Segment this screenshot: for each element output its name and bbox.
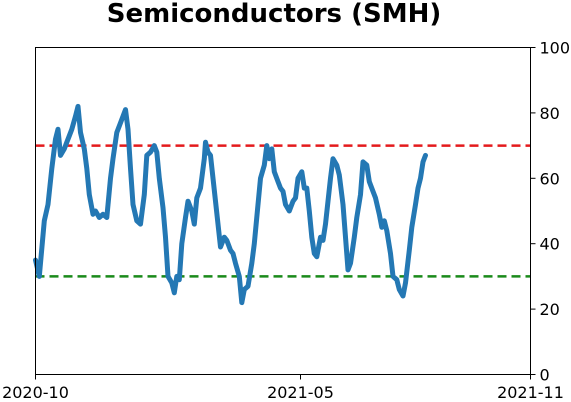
y-tick-label: 80 bbox=[540, 104, 560, 123]
y-tick-label: 40 bbox=[540, 235, 560, 254]
y-tick-label: 100 bbox=[540, 39, 571, 58]
x-axis: 2020-10 2021-05 2021-11 bbox=[2, 374, 564, 402]
series-group bbox=[33, 103, 428, 306]
reference-lines bbox=[35, 144, 531, 278]
x-tick-label: 2020-10 bbox=[2, 383, 69, 402]
y-tick-label: 60 bbox=[540, 169, 560, 188]
series-line bbox=[33, 103, 428, 306]
y-tick-label: 0 bbox=[540, 366, 550, 385]
y-tick-label: 20 bbox=[540, 300, 560, 319]
y-axis: 0 20 40 60 80 100 bbox=[530, 39, 571, 385]
x-tick-label: 2021-05 bbox=[267, 383, 334, 402]
chart-title: Semiconductors (SMH) bbox=[107, 0, 441, 29]
x-tick-label: 2021-11 bbox=[497, 383, 564, 402]
plot-frame bbox=[35, 47, 531, 375]
